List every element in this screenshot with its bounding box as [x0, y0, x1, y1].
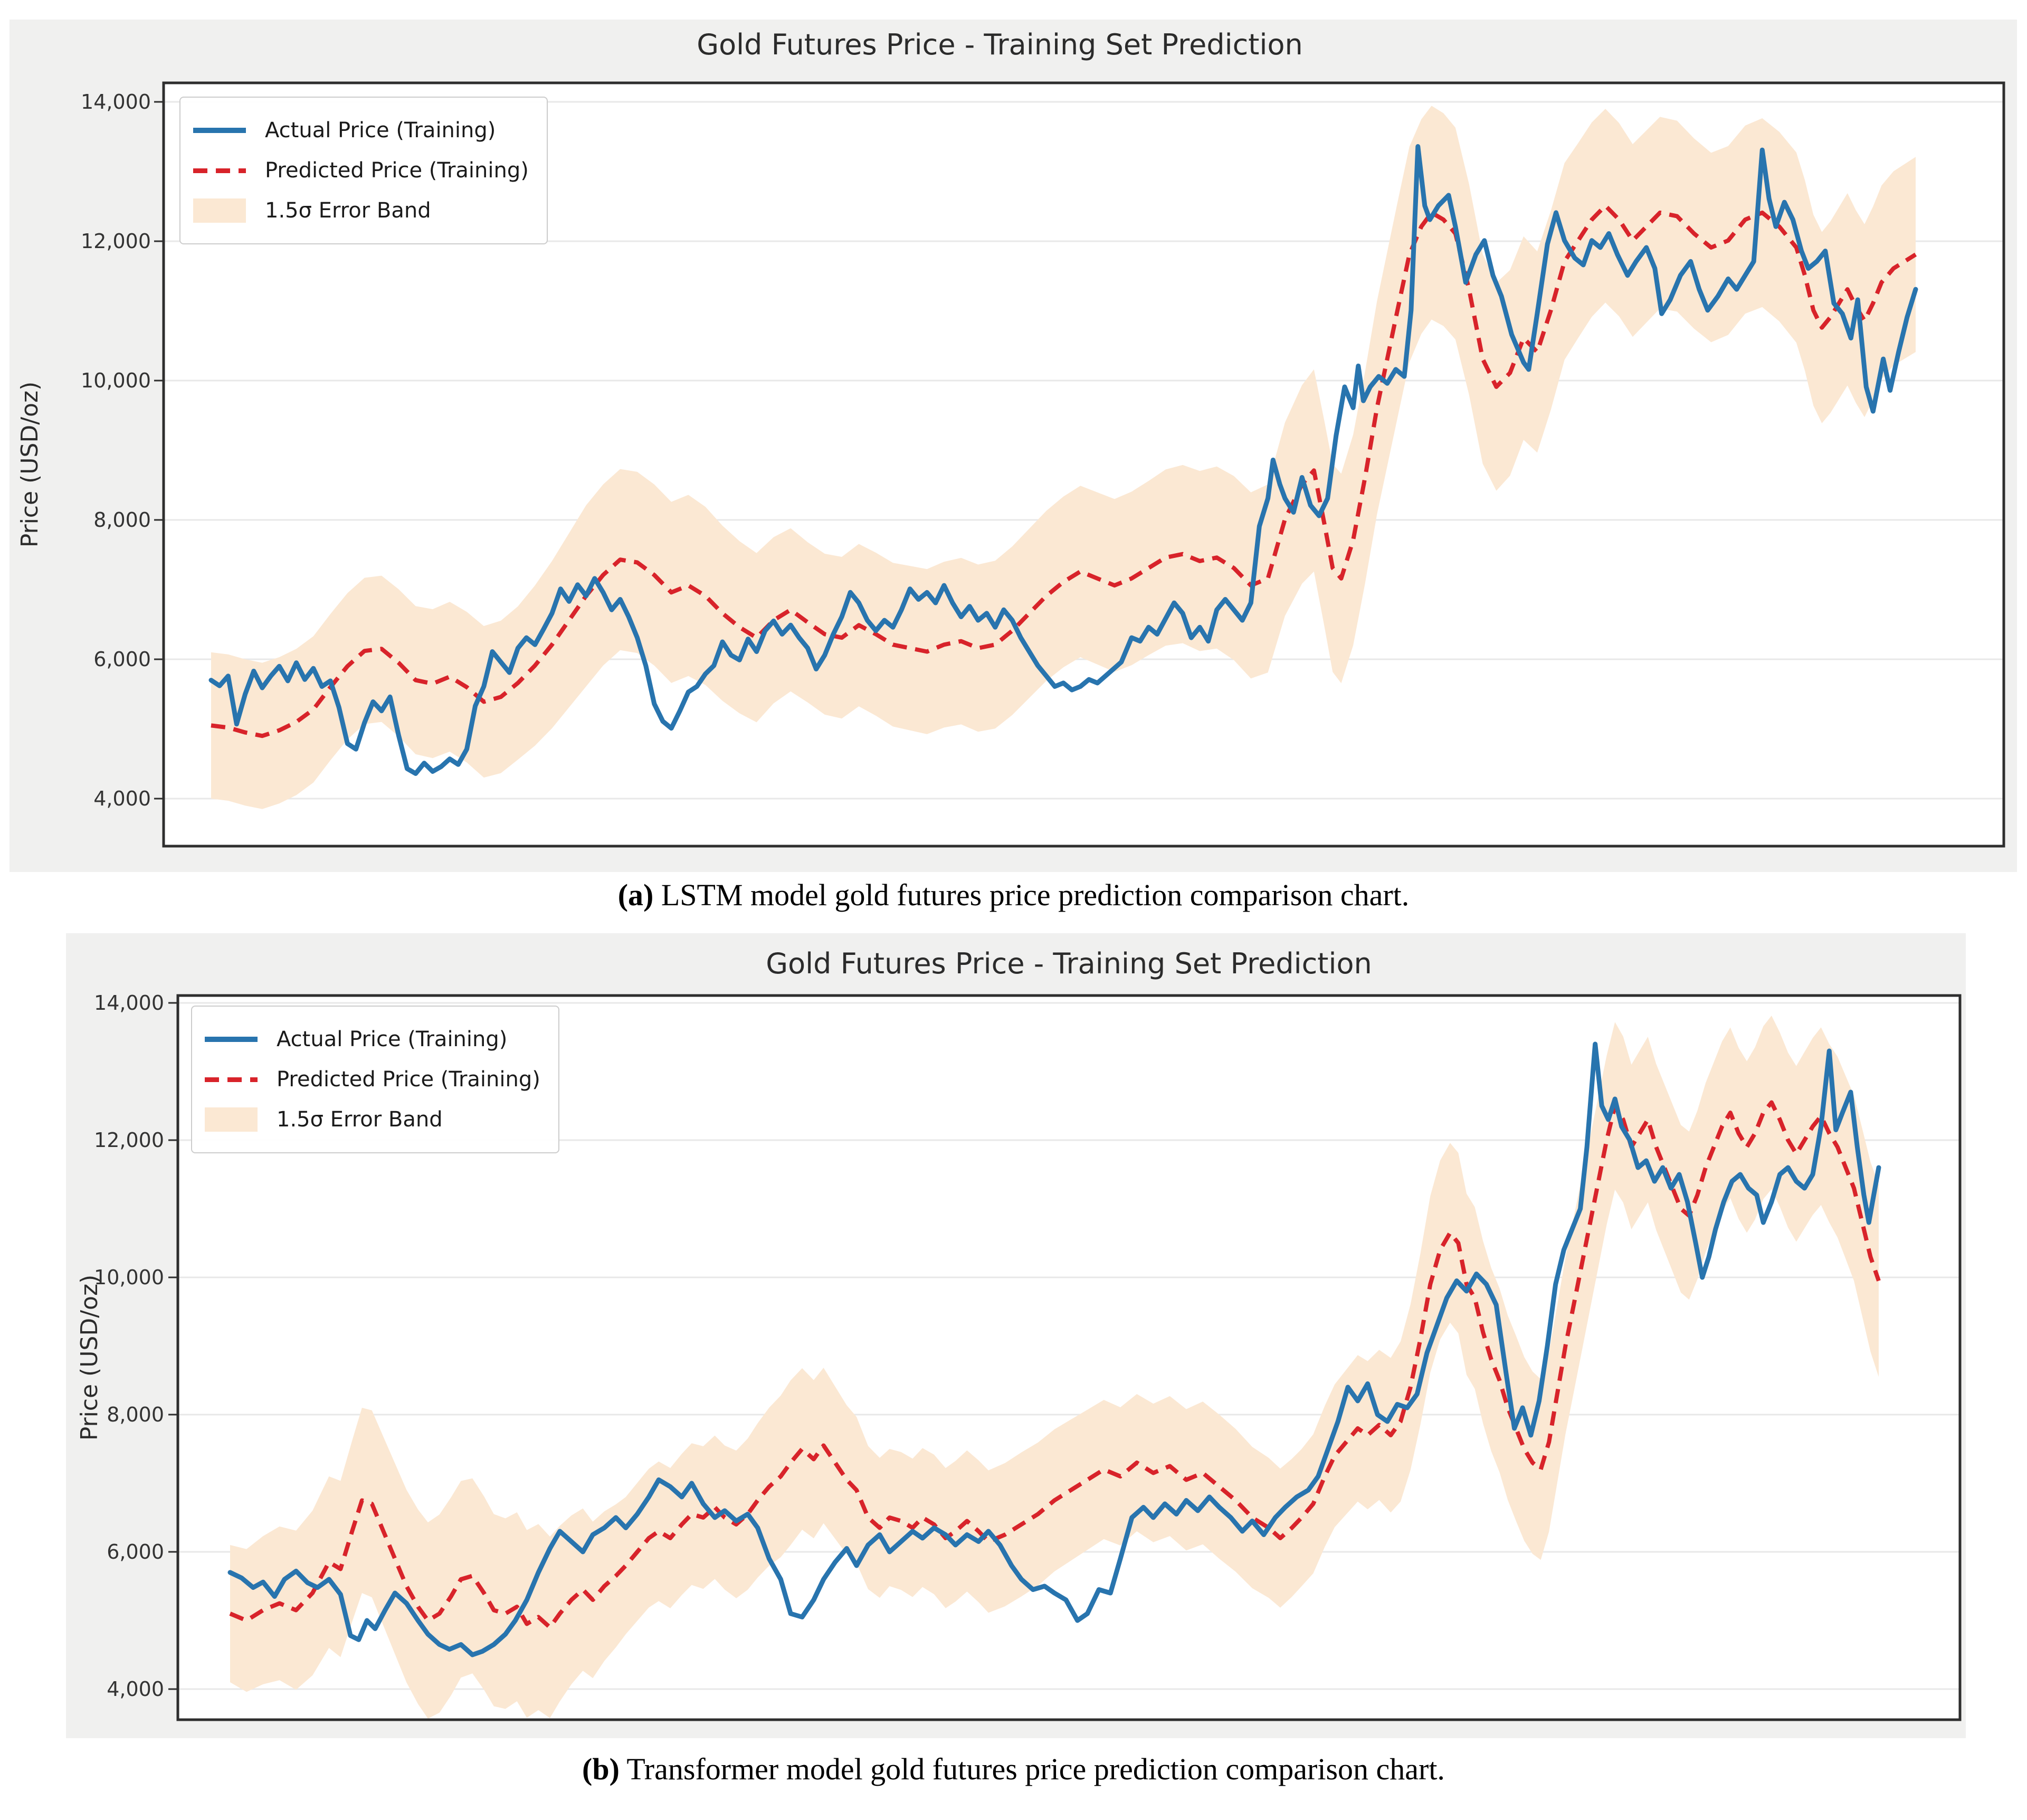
- chart-title-b: Gold Futures Price - Training Set Predic…: [766, 947, 1372, 980]
- caption-b-text: Transformer model gold futures price pre…: [626, 1752, 1445, 1786]
- legend-row-band: 1.5σ Error Band: [205, 1099, 540, 1140]
- legend-b: Actual Price (Training) Predicted Price …: [191, 1006, 559, 1153]
- caption-a: (a) LSTM model gold futures price predic…: [0, 877, 2027, 913]
- axes-border: [162, 81, 2005, 848]
- error-band-sample-icon: [193, 198, 246, 223]
- transformer-chart-panel: Gold Futures Price - Training Set Predic…: [66, 933, 1966, 1738]
- y-tick-label: 4,000: [93, 787, 151, 810]
- legend-row-predicted: Predicted Price (Training): [205, 1059, 540, 1099]
- y-tick-label: 12,000: [94, 1129, 164, 1152]
- predicted-line-sample-icon: [205, 1077, 258, 1082]
- y-tick-label: 6,000: [107, 1540, 164, 1563]
- lstm-chart-panel: Gold Futures Price - Training Set Predic…: [9, 20, 2017, 872]
- y-tick-label: 4,000: [107, 1677, 164, 1701]
- y-tick-label: 6,000: [93, 648, 151, 671]
- y-tick-label: 8,000: [93, 508, 151, 532]
- legend-row-predicted: Predicted Price (Training): [193, 150, 529, 191]
- y-tick-label: 14,000: [81, 90, 151, 113]
- legend-row-band: 1.5σ Error Band: [193, 191, 529, 231]
- error-band: [230, 1016, 1879, 1719]
- legend-label-band: 1.5σ Error Band: [265, 198, 431, 223]
- actual-line-sample-icon: [193, 128, 246, 133]
- y-tick-label: 10,000: [94, 1266, 164, 1289]
- caption-b: (b) Transformer model gold futures price…: [0, 1751, 2027, 1787]
- y-tick-label: 12,000: [81, 230, 151, 253]
- predicted-line-sample-icon: [193, 168, 246, 173]
- legend-row-actual: Actual Price (Training): [205, 1019, 540, 1059]
- legend-label-predicted: Predicted Price (Training): [265, 158, 529, 183]
- legend-label-actual: Actual Price (Training): [277, 1027, 508, 1051]
- y-tick-label: 10,000: [81, 369, 151, 392]
- predicted-price-line: [211, 203, 1917, 738]
- legend-label-actual: Actual Price (Training): [265, 118, 496, 143]
- y-tick-label: 14,000: [94, 991, 164, 1015]
- legend-label-predicted: Predicted Price (Training): [277, 1067, 540, 1092]
- actual-price-line: [227, 1041, 1881, 1657]
- y-tick-label: 8,000: [107, 1403, 164, 1426]
- legend-a: Actual Price (Training) Predicted Price …: [179, 97, 548, 244]
- actual-price-line: [208, 144, 1918, 776]
- legend-label-band: 1.5σ Error Band: [277, 1107, 443, 1132]
- axes-border: [176, 994, 1962, 1721]
- legend-row-actual: Actual Price (Training): [193, 110, 529, 150]
- error-band-sample-icon: [205, 1107, 258, 1132]
- caption-a-text: LSTM model gold futures price prediction…: [661, 878, 1410, 912]
- actual-line-sample-icon: [205, 1037, 258, 1042]
- chart-title-a: Gold Futures Price - Training Set Predic…: [697, 28, 1303, 61]
- caption-a-label: (a): [617, 878, 654, 912]
- caption-b-label: (b): [582, 1752, 620, 1786]
